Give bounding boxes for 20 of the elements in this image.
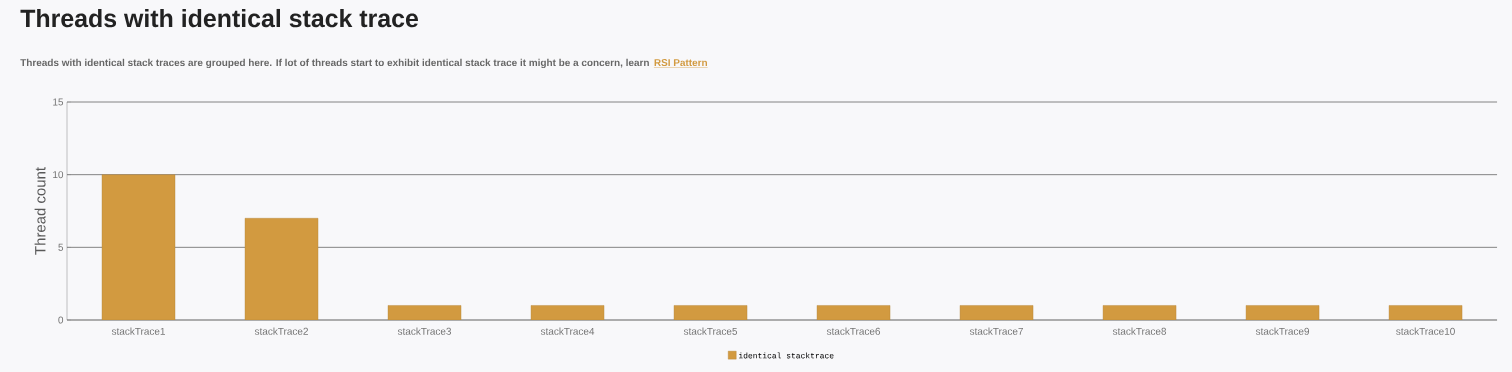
bar xyxy=(101,174,176,320)
y-axis-title: Thread count xyxy=(34,167,46,255)
y-tick-label: 5 xyxy=(58,243,64,251)
x-tick-label: stackTrace6 xyxy=(826,327,881,335)
text: RSI Pattern xyxy=(654,59,707,67)
x-tick-label: stackTrace8 xyxy=(1112,327,1167,335)
y-tick-label: 0 xyxy=(58,316,64,324)
x-tick-label: stackTrace2 xyxy=(254,327,308,335)
x-tick-label: stackTrace5 xyxy=(683,327,738,335)
x-tick-label: stackTrace7 xyxy=(969,327,1023,335)
y-tick-label: 15 xyxy=(53,98,64,106)
chart-subtitle: Threads with identical stack traces are grouped here. If lot of threads start to exhibit identical stack trace it might be a concern, learn xyxy=(20,58,649,69)
x-tick-label: stackTrace3 xyxy=(397,327,452,335)
y-tick-label: 10 xyxy=(53,171,64,179)
bar xyxy=(244,218,319,320)
chart-title: Threads with identical stack trace xyxy=(20,8,418,28)
x-tick-label: stackTrace10 xyxy=(1396,327,1455,335)
x-tick-label: stackTrace9 xyxy=(1255,327,1310,335)
x-tick-label: stackTrace1 xyxy=(111,327,165,335)
x-tick-label: stackTrace4 xyxy=(540,327,595,335)
